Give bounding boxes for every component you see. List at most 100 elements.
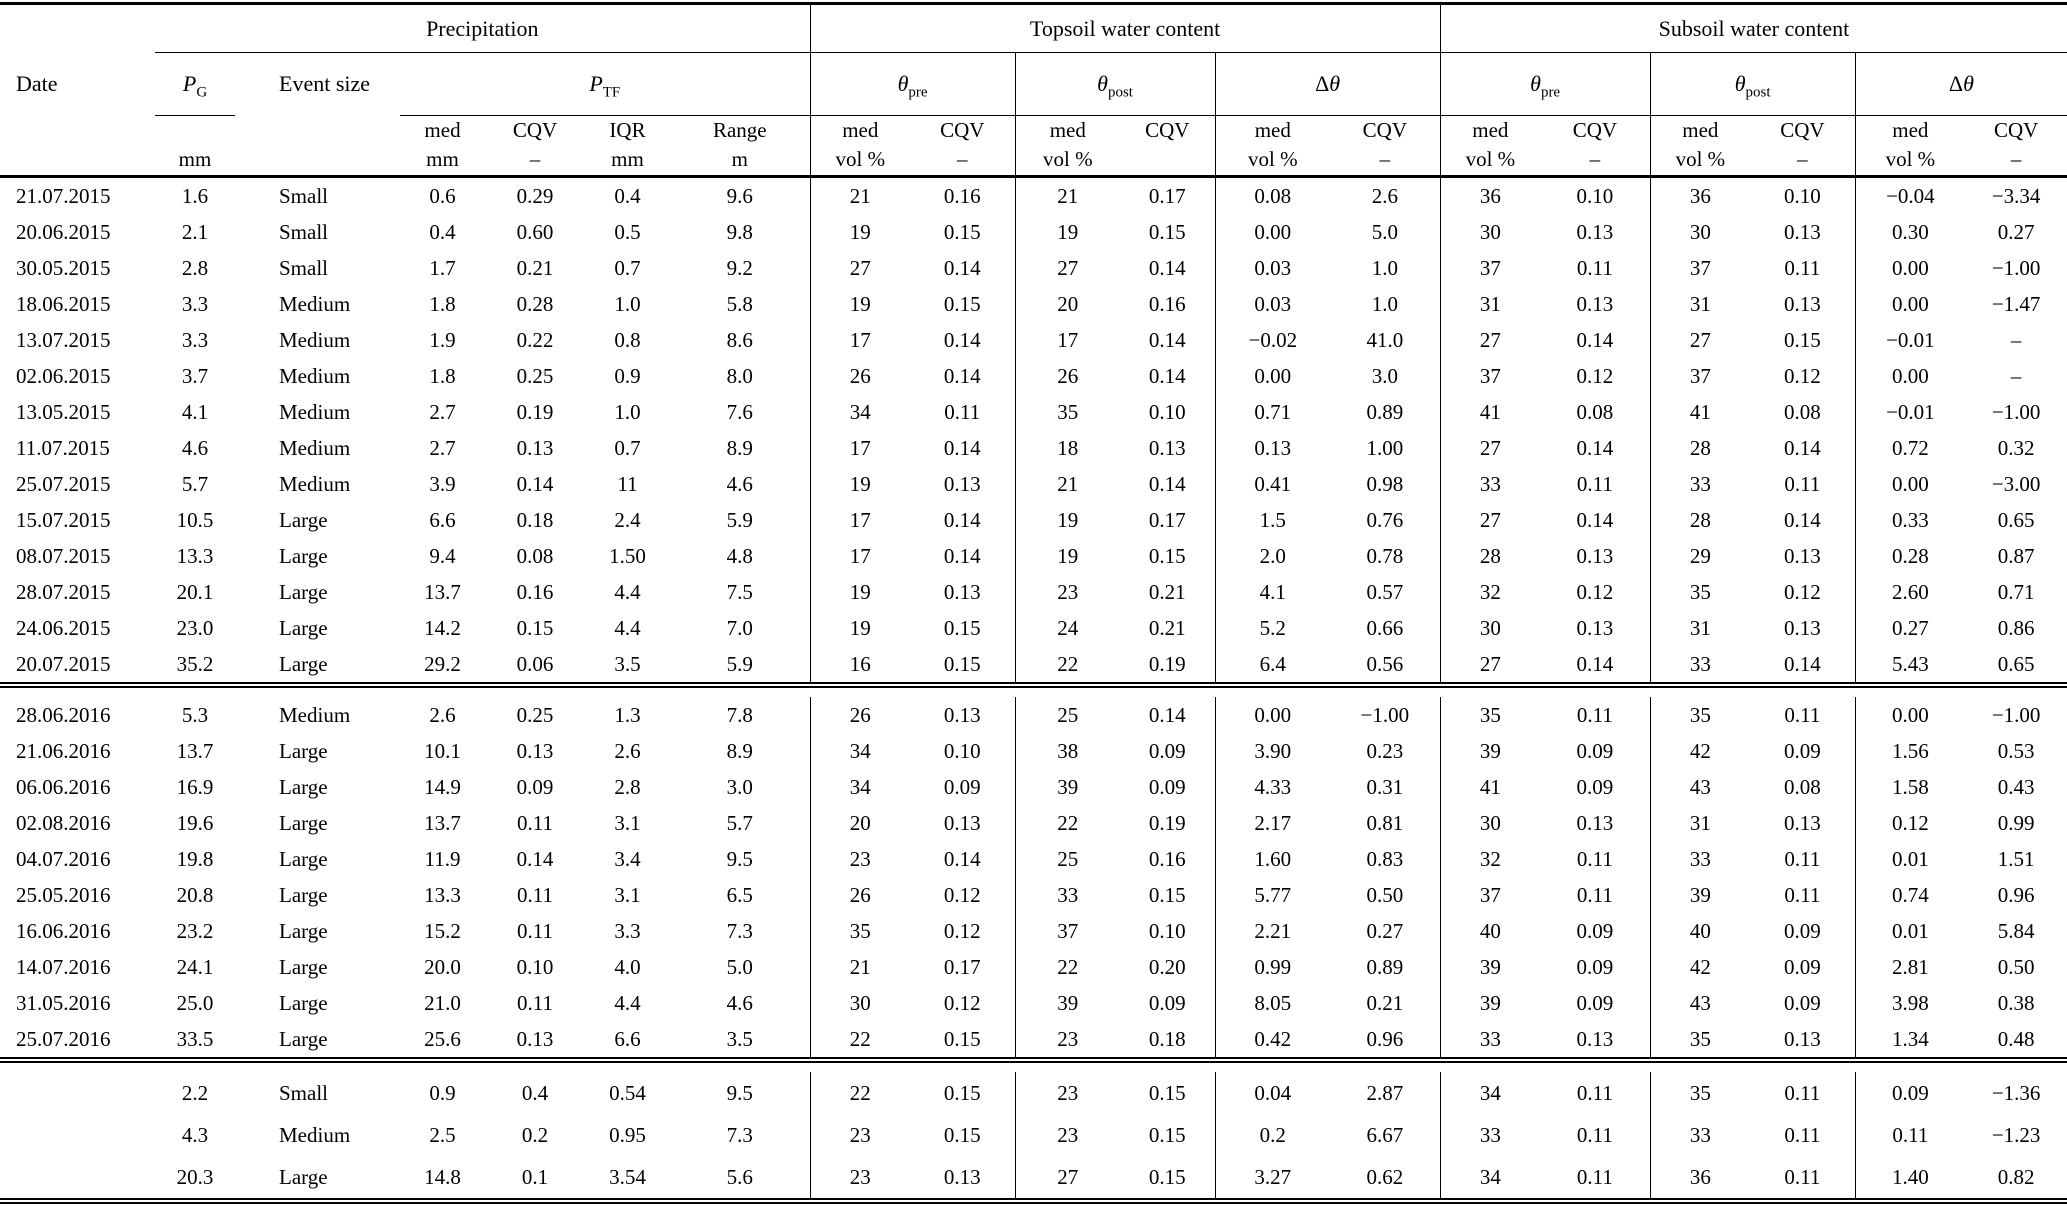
cell-pg: 2.2 — [181, 1080, 209, 1105]
cell-sub_pre_med: 27 — [1439, 646, 1541, 685]
cell-sub_dtheta_med: 1.34 — [1854, 1021, 1966, 1060]
cell-top_dtheta_med: 6.4 — [1214, 646, 1331, 685]
table-row: 14.07.2016 24.1 Large 20.0 0.10 4.0 5.0 21 0.17 2… — [0, 949, 2067, 985]
cell-top_pre_med: 21 — [809, 949, 911, 985]
cell-sub_dtheta_med: 0.00 — [1854, 697, 1966, 733]
cell-top_dtheta_cqv: 3.0 — [1371, 363, 1398, 388]
cell-sub_pre_med: 30 — [1439, 805, 1541, 841]
cell-date: 31.05.2016 — [16, 990, 111, 1015]
cell-ptf_iqr: 0.8 — [614, 327, 641, 352]
cell-ptf_med: 13.3 — [424, 882, 461, 907]
cell-sub_pre_cqv: 0.12 — [1576, 363, 1614, 388]
cell-top_dtheta_med: 3.27 — [1214, 1156, 1331, 1201]
cell-sub_pre_cqv: 0.09 — [1576, 738, 1614, 763]
cell-top_post_cqv: 0.15 — [1148, 1122, 1186, 1147]
cell-top_dtheta_med: 0.00 — [1214, 214, 1331, 250]
cell-top_post_med: 17 — [1014, 322, 1121, 358]
cell-sub_dtheta_cqv: 0.86 — [1997, 615, 2035, 640]
cell-top_post_med: 38 — [1014, 733, 1121, 769]
cell-sub_pre_cqv: 0.09 — [1576, 918, 1614, 943]
cell-ptf_iqr: 2.4 — [614, 507, 641, 532]
cell-sub_post_med: med — [1649, 115, 1751, 144]
cell-sub_post_cqv: 0.13 — [1783, 1026, 1821, 1051]
cell-top_dtheta_cqv: 2.6 — [1371, 183, 1398, 208]
col-header-date: Date — [16, 71, 58, 96]
cell-ptf_range: 9.6 — [726, 183, 753, 208]
cell-pg: 20.8 — [176, 882, 214, 907]
cell-date: 24.06.2015 — [16, 615, 111, 640]
cell-ptf_med: 20.0 — [424, 954, 461, 979]
table-body: 21.07.2015 1.6 Small 0.6 0.29 0.4 9.6 21 0.16 21 0… — [0, 176, 2067, 1201]
cell-ptf_med: 15.2 — [424, 918, 461, 943]
cell-top_dtheta_med: 0.03 — [1214, 286, 1331, 322]
cell-date — [0, 144, 155, 178]
cell-ptf_iqr: 1.0 — [614, 399, 641, 424]
cell-sub_pre_cqv: 0.08 — [1576, 399, 1614, 424]
cell-date: 21.06.2016 — [16, 738, 111, 763]
cell-event_size: Medium — [279, 327, 351, 352]
cell-ptf_range: 9.5 — [726, 1080, 753, 1105]
cell-top_dtheta_cqv: 0.66 — [1366, 615, 1404, 640]
col-header-pg: PG — [155, 52, 235, 116]
cell-sub_dtheta_med: −0.01 — [1854, 322, 1966, 358]
cell-ptf_range: 4.8 — [726, 543, 753, 568]
cell-ptf_range: 9.8 — [726, 219, 753, 244]
cell-event_size: Large — [279, 954, 328, 979]
cell-top_pre_med: 22 — [809, 1072, 911, 1114]
cell-date: 08.07.2015 — [16, 543, 111, 568]
cell-top_pre_med: 34 — [809, 769, 911, 805]
table-row: 31.05.2016 25.0 Large 21.0 0.11 4.4 4.6 30 0.12 3… — [0, 985, 2067, 1021]
cell-top_pre_med: 17 — [809, 538, 911, 574]
cell-top_post_cqv: 0.19 — [1148, 810, 1186, 835]
cell-ptf_med: 1.9 — [429, 327, 456, 352]
cell-sub_dtheta_cqv: −1.00 — [1991, 702, 2041, 727]
cell-top_dtheta_cqv: 0.57 — [1366, 579, 1404, 604]
cell-sub_pre_cqv: – — [1540, 144, 1651, 178]
cell-top_dtheta_med: 0.00 — [1214, 697, 1331, 733]
cell-sub_post_cqv: 0.13 — [1783, 615, 1821, 640]
cell-top_dtheta_med: 0.99 — [1214, 949, 1331, 985]
cell-ptf_med: 1.8 — [429, 363, 456, 388]
cell-date: 25.07.2016 — [16, 1026, 111, 1051]
cell-date — [0, 1072, 155, 1114]
cell-sub_post_cqv: 0.13 — [1783, 543, 1821, 568]
cell-sub_pre_med: 39 — [1439, 949, 1541, 985]
cell-top_post_med: 37 — [1014, 913, 1121, 949]
cell-ptf_range: 3.5 — [726, 1026, 753, 1051]
cell-sub_post_med: 42 — [1649, 949, 1751, 985]
cell-top_pre_cqv: – — [910, 144, 1016, 178]
cell-ptf_med: 14.2 — [424, 615, 461, 640]
table-row: 25.07.2015 5.7 Medium 3.9 0.14 11 4.6 19 0.13 21 0… — [0, 466, 2067, 502]
cell-pg: 3.7 — [181, 363, 209, 388]
cell-top_post_med: 22 — [1014, 805, 1121, 841]
cell-ptf_range: m — [670, 144, 811, 178]
cell-sub_post_med: 33 — [1649, 646, 1751, 685]
col-header-event-size: Event size — [279, 71, 371, 97]
cell-sub_pre_med: 39 — [1439, 985, 1541, 1021]
cell-sub_pre_med: 30 — [1439, 610, 1541, 646]
cell-sub_post_cqv: CQV — [1780, 118, 1825, 142]
cell-top_pre_cqv: 0.13 — [943, 702, 981, 727]
cell-sub_dtheta_cqv: 0.96 — [1997, 882, 2035, 907]
cell-top_post_cqv: 0.09 — [1148, 738, 1186, 763]
cell-sub_dtheta_med: 5.43 — [1854, 646, 1966, 685]
cell-ptf_med: 1.7 — [429, 255, 456, 280]
block-separator-rule — [0, 682, 2067, 697]
table-row: 20.06.2015 2.1 Small 0.4 0.60 0.5 9.8 19 0.15 19 0… — [0, 214, 2067, 250]
cell-date: 15.07.2015 — [16, 507, 111, 532]
cell-sub_pre_med: 33 — [1439, 1114, 1541, 1156]
stat-header-row: med CQV IQR Range med CQV med CQV med CQV med CQV me… — [0, 115, 2067, 144]
cell-top_pre_cqv: 0.14 — [943, 507, 981, 532]
cell-top_dtheta_cqv: 1.00 — [1366, 435, 1404, 460]
block-separator-rule — [0, 1057, 2067, 1072]
cell-top_post_cqv: 0.10 — [1148, 399, 1186, 424]
cell-top_dtheta_med: 2.21 — [1214, 913, 1331, 949]
cell-sub_dtheta_cqv: 0.65 — [1997, 651, 2035, 676]
cell-top_dtheta_cqv: 0.23 — [1366, 738, 1404, 763]
cell-ptf_iqr: 3.3 — [614, 918, 641, 943]
cell-top_dtheta_med: 5.77 — [1214, 877, 1331, 913]
cell-sub_pre_med: 41 — [1439, 394, 1541, 430]
cell-top_dtheta_cqv: 0.50 — [1366, 882, 1404, 907]
cell-date: 02.06.2015 — [16, 363, 111, 388]
cell-sub_pre_med: 37 — [1439, 358, 1541, 394]
